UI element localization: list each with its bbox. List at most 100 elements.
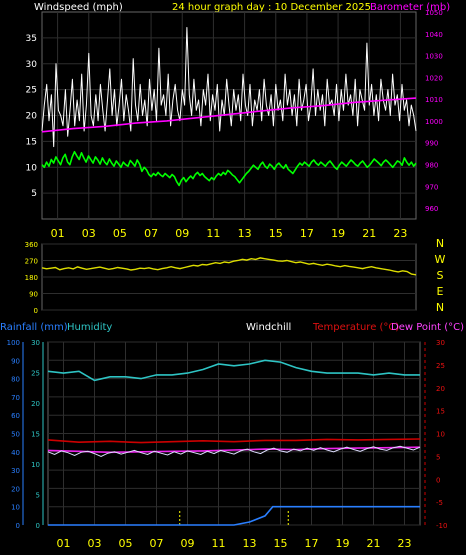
wind-y-tick-label: 35	[26, 34, 37, 44]
rainfall-y-tick-label: 25	[31, 370, 40, 378]
rainfall-line	[48, 505, 420, 526]
direction-y-tick-label: 0	[34, 307, 38, 315]
humidity-y-tick-label: 80	[11, 376, 20, 384]
humidity-y-tick-label: 50	[11, 431, 20, 439]
rainfall-y-tick-label: 20	[31, 400, 40, 408]
compass-label: S	[437, 269, 444, 282]
temperature-y-tick-label: -10	[436, 522, 447, 530]
wind-chart: Windspeed (mph) 24 hour graph day : 10 D…	[26, 2, 451, 240]
wind-x-tick-label: 19	[331, 227, 345, 240]
direction-series	[41, 257, 417, 276]
wind-x-tick-label: 09	[175, 227, 189, 240]
rainfall-y-tick-label: 10	[31, 461, 40, 469]
wind-y-tick-label: 25	[26, 86, 37, 96]
humidity-y-tick-label: 20	[11, 485, 20, 493]
humidity-y-tick-label: 10	[11, 504, 20, 512]
bottom-grid	[48, 341, 420, 526]
wind-x-ticks: 01 03 05 07 09 11 13 15 17 19 21 23	[51, 227, 408, 240]
barometer-y-tick-label: 1030	[425, 53, 443, 61]
barometer-y-ticks: 960 970 980 990 1000 1010 1020 1030 1040 1050	[425, 9, 443, 213]
rainfall-y-tick-label: 15	[31, 431, 40, 439]
humidity-y-tick-label: 40	[11, 449, 20, 457]
barometer-y-tick-label: 960	[425, 205, 438, 213]
temperature-y-tick-label: 0	[436, 476, 440, 484]
bottom-x-tick-label: 13	[243, 537, 257, 550]
bottom-x-tick-label: 17	[305, 537, 319, 550]
humidity-y-tick-label: 30	[11, 467, 20, 475]
temperature-y-tick-label: -5	[436, 499, 443, 507]
wind-x-tick-label: 23	[393, 227, 407, 240]
bottom-x-tick-label: 07	[150, 537, 164, 550]
wind-y-tick-label: 20	[26, 112, 38, 122]
barometer-label: Barometer (mb)	[370, 2, 450, 13]
average-line	[41, 150, 417, 187]
chart-title: 24 hour graph day : 10 December 2025	[172, 2, 371, 13]
wind-x-tick-label: 03	[82, 227, 96, 240]
wind-x-tick-label: 07	[144, 227, 158, 240]
compass-label: E	[437, 285, 444, 298]
rainfall-y-tick-label: 30	[31, 339, 40, 347]
humidity-y-tick-label: 60	[11, 412, 20, 420]
barometer-y-tick-label: 1000	[425, 118, 443, 126]
wind-grid	[42, 12, 416, 219]
bottom-x-tick-label: 01	[57, 537, 71, 550]
wind-y-tick-label: 15	[26, 137, 37, 147]
rainfall-y-tick-label: 5	[36, 492, 40, 500]
temperature-y-tick-label: 25	[436, 362, 445, 370]
direction-y-tick-label: 90	[29, 291, 38, 299]
temperature-y-tick-label: 30	[436, 339, 445, 347]
barometer-y-tick-label: 1040	[425, 31, 443, 39]
bottom-x-tick-label: 09	[181, 537, 195, 550]
bottom-x-ticks: 01 03 05 07 09 11 13 15 17 19 21 23	[57, 537, 412, 550]
humidity-label: Humidity	[67, 322, 112, 333]
bottom-x-tick-label: 23	[398, 537, 412, 550]
bottom-x-tick-label: 05	[119, 537, 133, 550]
humidity-temp-chart: Rainfall (mm) Humidity Windchill Tempera…	[0, 322, 464, 550]
bottom-x-tick-label: 15	[274, 537, 288, 550]
humidity-y-ticks: 0 10 20 30 40 50 60 70 80 90 100	[7, 339, 24, 530]
wind-y-ticks: 5 10 15 20 25 30 35	[26, 34, 38, 199]
bottom-x-tick-label: 19	[336, 537, 350, 550]
compass-label: N	[436, 301, 444, 314]
wind-series	[41, 27, 417, 187]
dewpoint-label: Dew Point (°C)	[391, 322, 464, 333]
wind-x-tick-label: 21	[362, 227, 376, 240]
direction-y-tick-label: 270	[25, 258, 38, 266]
temperature-y-tick-label: 15	[436, 408, 445, 416]
wind-x-tick-label: 17	[300, 227, 314, 240]
temperature-y-tick-label: 20	[436, 385, 445, 393]
wind-y-tick-label: 30	[26, 60, 38, 70]
temperature-label: Temperature (°C)	[312, 322, 399, 333]
bottom-x-tick-label: 21	[367, 537, 381, 550]
wind-y-tick-label: 10	[26, 163, 38, 173]
barometer-y-tick-label: 1050	[425, 9, 443, 17]
rainfall-y-tick-label: 0	[36, 522, 40, 530]
barometer-line	[41, 97, 417, 133]
humidity-y-tick-label: 0	[16, 522, 20, 530]
barometer-y-tick-label: 970	[425, 183, 438, 191]
barometer-y-tick-label: 1020	[425, 74, 443, 82]
barometer-y-tick-label: 990	[425, 140, 438, 148]
wind-x-tick-label: 05	[113, 227, 127, 240]
direction-y-ticks: 0 90 180 270 360	[25, 241, 38, 315]
temperature-y-ticks: 30 25 20 15 10 5 0 -5 -10	[424, 339, 447, 530]
temperature-line	[47, 438, 421, 444]
direction-y-tick-label: 180	[25, 274, 38, 282]
wind-x-tick-label: 01	[51, 227, 65, 240]
bottom-series	[47, 359, 421, 526]
humidity-line	[47, 359, 420, 382]
bottom-x-tick-label: 03	[88, 537, 102, 550]
rainfall-label: Rainfall (mm)	[0, 322, 68, 333]
wind-x-tick-label: 15	[269, 227, 283, 240]
humidity-y-tick-label: 70	[11, 394, 20, 402]
compass-label: W	[435, 253, 446, 266]
wind-x-tick-label: 13	[238, 227, 252, 240]
temperature-y-tick-label: 10	[436, 431, 445, 439]
compass-label: N	[436, 237, 444, 250]
wind-direction-line	[41, 257, 417, 276]
temperature-y-tick-label: 5	[436, 453, 440, 461]
direction-grid	[42, 243, 416, 311]
